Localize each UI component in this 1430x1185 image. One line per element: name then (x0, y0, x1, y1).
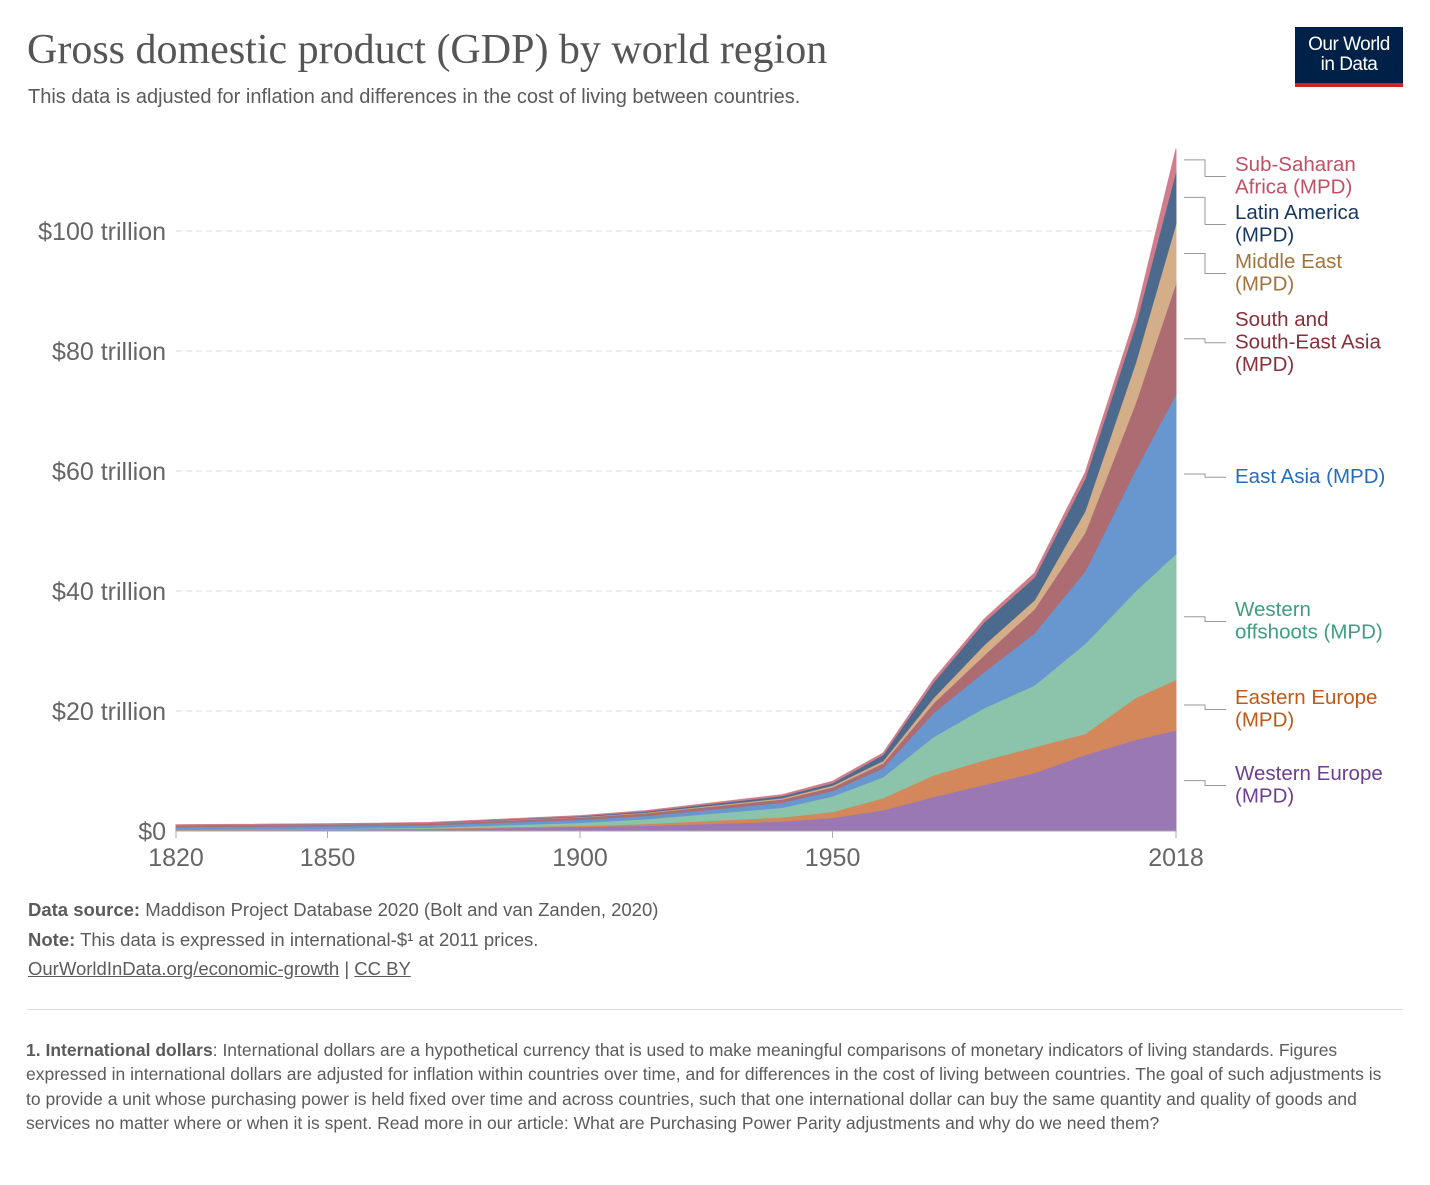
series-label: East Asia (MPD) (1235, 465, 1385, 488)
x-tick-label: 1820 (148, 844, 204, 872)
y-tick-label: $20 trillion (52, 698, 166, 726)
license-link[interactable]: CC BY (354, 958, 411, 979)
x-tick-label: 1850 (300, 844, 356, 872)
series-label: Eastern Europe (1235, 686, 1377, 709)
logo-line-1: Our World (1308, 34, 1390, 55)
series-label: Latin America (1235, 201, 1360, 224)
note-text: This data is expressed in international-… (80, 929, 539, 950)
owid-link[interactable]: OurWorldInData.org/economic-growth (28, 958, 340, 979)
y-tick-label: $40 trillion (52, 578, 166, 606)
separator: | (344, 958, 350, 979)
area-sub-saharan-africa-mpd (175, 148, 1177, 826)
series-label: (MPD) (1235, 273, 1294, 296)
x-tick-label: 2018 (1148, 844, 1204, 872)
chart-subtitle: This data is adjusted for inflation and … (28, 86, 801, 108)
series-label: (MPD) (1235, 785, 1294, 808)
source-label: Data source: (28, 899, 141, 920)
label-connector (1184, 253, 1226, 274)
label-connector (1184, 780, 1226, 786)
label-connector (1184, 704, 1226, 710)
series-label: (MPD) (1235, 709, 1294, 732)
logo-line-2: in Data (1320, 54, 1378, 75)
label-connector (1184, 473, 1226, 478)
series-label: South-East Asia (1235, 331, 1381, 354)
owid-logo[interactable]: Our World in Data (1295, 27, 1403, 87)
series-label: Sub-Saharan (1235, 153, 1356, 176)
footnote-text: : International dollars are a hypothetic… (26, 1040, 1382, 1133)
label-connector (1184, 616, 1226, 622)
series-label: offshoots (MPD) (1235, 621, 1383, 644)
note-label: Note: (28, 929, 76, 950)
series-label: Western Europe (1235, 762, 1383, 785)
source-text: Maddison Project Database 2020 (Bolt and… (145, 899, 659, 920)
stacked-area-chart: $0 $20 trillion $40 trillion $60 trillion $8… (38, 148, 1385, 872)
label-connector (1184, 159, 1226, 177)
data-source: Data source: Maddison Project Database 2… (28, 899, 658, 921)
series-label: Western (1235, 598, 1311, 621)
label-connector (1184, 338, 1226, 344)
y-tick-label: $60 trillion (52, 458, 166, 486)
series-label: South and (1235, 308, 1328, 331)
divider (27, 1009, 1403, 1010)
y-tick-label: $100 trillion (38, 218, 166, 246)
links: OurWorldInData.org/economic-growth | CC … (28, 958, 411, 980)
y-tick-label: $80 trillion (52, 338, 166, 366)
label-connector (1184, 196, 1226, 225)
x-tick-label: 1950 (805, 844, 861, 872)
series-label: Middle East (1235, 250, 1342, 273)
note: Note: This data is expressed in internat… (28, 929, 538, 951)
footnote-label: 1. International dollars (26, 1040, 213, 1060)
series-label: Africa (MPD) (1235, 176, 1352, 199)
series-label: (MPD) (1235, 224, 1294, 247)
chart-title: Gross domestic product (GDP) by world re… (27, 27, 828, 73)
series-label: (MPD) (1235, 353, 1294, 376)
footnote: 1. International dollars: International … (26, 1038, 1386, 1135)
y-tick-label: $0 (138, 818, 166, 846)
x-tick-label: 1900 (552, 844, 608, 872)
